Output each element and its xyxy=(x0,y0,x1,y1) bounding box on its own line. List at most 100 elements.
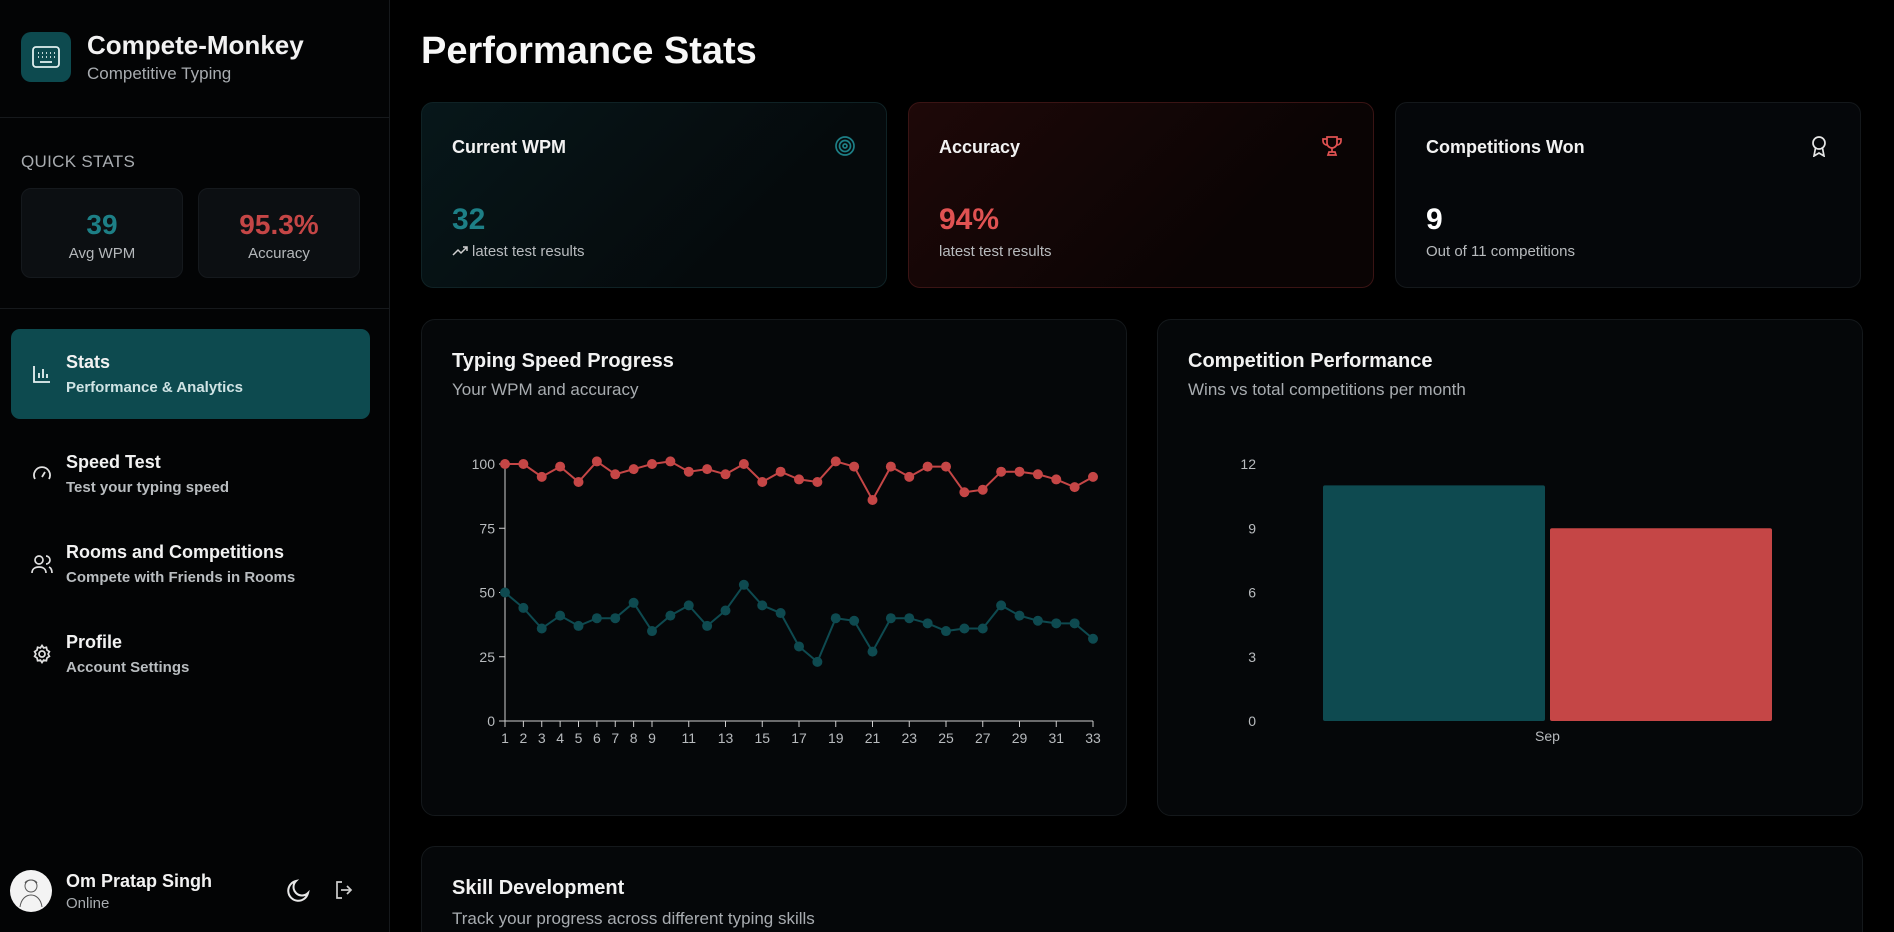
panel-title: Typing Speed Progress xyxy=(452,350,674,372)
data-point xyxy=(1069,482,1080,493)
stat-card-accuracy: Accuracy 94% latest test results xyxy=(908,102,1374,288)
y-tick-label: 50 xyxy=(479,585,495,601)
data-point xyxy=(536,623,547,634)
data-point xyxy=(591,456,602,467)
trophy-icon xyxy=(1321,135,1345,159)
nav-subtitle: Compete with Friends in Rooms xyxy=(66,569,296,586)
data-point xyxy=(500,459,510,469)
nav-title: Rooms and Competitions xyxy=(66,542,285,562)
y-tick-label: 12 xyxy=(1240,456,1256,472)
stat-card-title: Current WPM xyxy=(452,137,566,157)
data-point xyxy=(1051,474,1062,485)
brand-title: Compete-Monkey xyxy=(87,30,304,60)
stat-card-note: latest test results xyxy=(452,243,585,260)
stat-card-note: latest test results xyxy=(939,243,1052,260)
typing-speed-panel: Typing Speed Progress Your WPM and accur… xyxy=(421,319,1127,816)
logout-button[interactable] xyxy=(328,876,360,908)
keyboard-icon xyxy=(21,32,71,82)
data-point xyxy=(959,623,970,634)
y-tick-label: 6 xyxy=(1248,585,1256,601)
panel-subtitle: Wins vs total competitions per month xyxy=(1188,380,1466,399)
nav-item-speed-test[interactable]: Speed Test Test your typing speed xyxy=(11,429,370,519)
data-point xyxy=(867,646,878,657)
data-point xyxy=(996,600,1007,611)
y-tick-label: 9 xyxy=(1248,520,1256,536)
nav-title: Stats xyxy=(66,352,111,372)
user-profile[interactable]: Om Pratap Singh Online xyxy=(10,870,212,912)
data-point xyxy=(757,476,768,487)
panel-title: Skill Development xyxy=(452,877,625,899)
bar-1 xyxy=(1550,528,1772,721)
nav-title: Speed Test xyxy=(66,452,161,472)
data-point xyxy=(830,613,841,624)
nav-item-profile[interactable]: Profile Account Settings xyxy=(11,609,370,699)
data-point xyxy=(812,656,823,667)
stat-card-note: Out of 11 competitions xyxy=(1426,243,1575,260)
theme-toggle-button[interactable] xyxy=(283,876,315,908)
moon-icon xyxy=(285,876,313,909)
sidebar: Compete-Monkey Competitive Typing QUICK … xyxy=(0,0,390,932)
competition-chart: 0 3 6 9 12 Sep xyxy=(1240,456,1772,744)
nav-subtitle: Test your typing speed xyxy=(66,479,230,496)
x-tick-label: 9 xyxy=(648,730,656,746)
avatar xyxy=(10,870,52,912)
data-point xyxy=(610,613,621,624)
stat-card-value: 94% xyxy=(939,203,1000,236)
quick-stat-caption: Accuracy xyxy=(248,245,310,262)
users-icon xyxy=(31,553,53,575)
data-point xyxy=(518,602,529,613)
data-point xyxy=(1088,633,1098,644)
data-point xyxy=(812,476,823,487)
nav-item-stats[interactable]: Stats Performance & Analytics xyxy=(11,329,370,419)
data-point xyxy=(1051,618,1062,629)
brand[interactable]: Compete-Monkey Competitive Typing xyxy=(21,30,304,84)
award-icon xyxy=(1808,135,1832,159)
data-point xyxy=(977,484,988,495)
data-point xyxy=(830,456,841,467)
nav-title: Profile xyxy=(66,632,123,652)
x-tick-label: 1 xyxy=(501,730,509,746)
data-point xyxy=(555,461,566,472)
nav-item-rooms[interactable]: Rooms and Competitions Compete with Frie… xyxy=(11,519,370,609)
data-point xyxy=(1032,615,1043,626)
data-point xyxy=(628,597,639,608)
stat-card-note-text: latest test results xyxy=(472,243,585,260)
x-tick-label: 13 xyxy=(718,730,734,746)
stat-card-value: 32 xyxy=(452,203,486,236)
x-tick-label: 6 xyxy=(593,730,601,746)
logout-icon xyxy=(334,880,354,905)
data-point xyxy=(647,459,657,469)
x-tick-label: Sep xyxy=(1535,728,1560,744)
data-point xyxy=(1069,618,1080,629)
x-tick-label: 27 xyxy=(975,730,991,746)
data-point xyxy=(941,626,951,637)
quick-stat-caption: Avg WPM xyxy=(68,245,136,262)
data-point xyxy=(500,587,510,598)
data-point xyxy=(885,613,896,624)
y-tick-label: 100 xyxy=(472,456,496,472)
data-point xyxy=(720,469,731,480)
data-point xyxy=(922,618,933,629)
data-point xyxy=(573,620,584,631)
data-point xyxy=(518,459,529,469)
quick-stat-value: 39 xyxy=(86,209,118,240)
data-point xyxy=(775,608,786,619)
page-title: Performance Stats xyxy=(421,30,757,72)
panel-subtitle: Track your progress across different typ… xyxy=(452,909,815,928)
data-point xyxy=(683,466,694,477)
stat-card-value: 9 xyxy=(1426,203,1443,236)
data-point xyxy=(922,461,933,472)
data-point xyxy=(738,459,749,469)
nav-subtitle: Account Settings xyxy=(66,659,190,676)
data-point xyxy=(977,623,988,634)
x-tick-label: 3 xyxy=(538,730,546,746)
gear-icon xyxy=(31,643,53,665)
brand-subtitle: Competitive Typing xyxy=(87,64,232,83)
data-point xyxy=(1088,471,1098,482)
panel-subtitle: Your WPM and accuracy xyxy=(452,380,639,399)
user-status: Online xyxy=(66,894,110,912)
x-tick-label: 23 xyxy=(901,730,917,746)
data-point xyxy=(904,613,915,624)
x-tick-label: 21 xyxy=(865,730,881,746)
